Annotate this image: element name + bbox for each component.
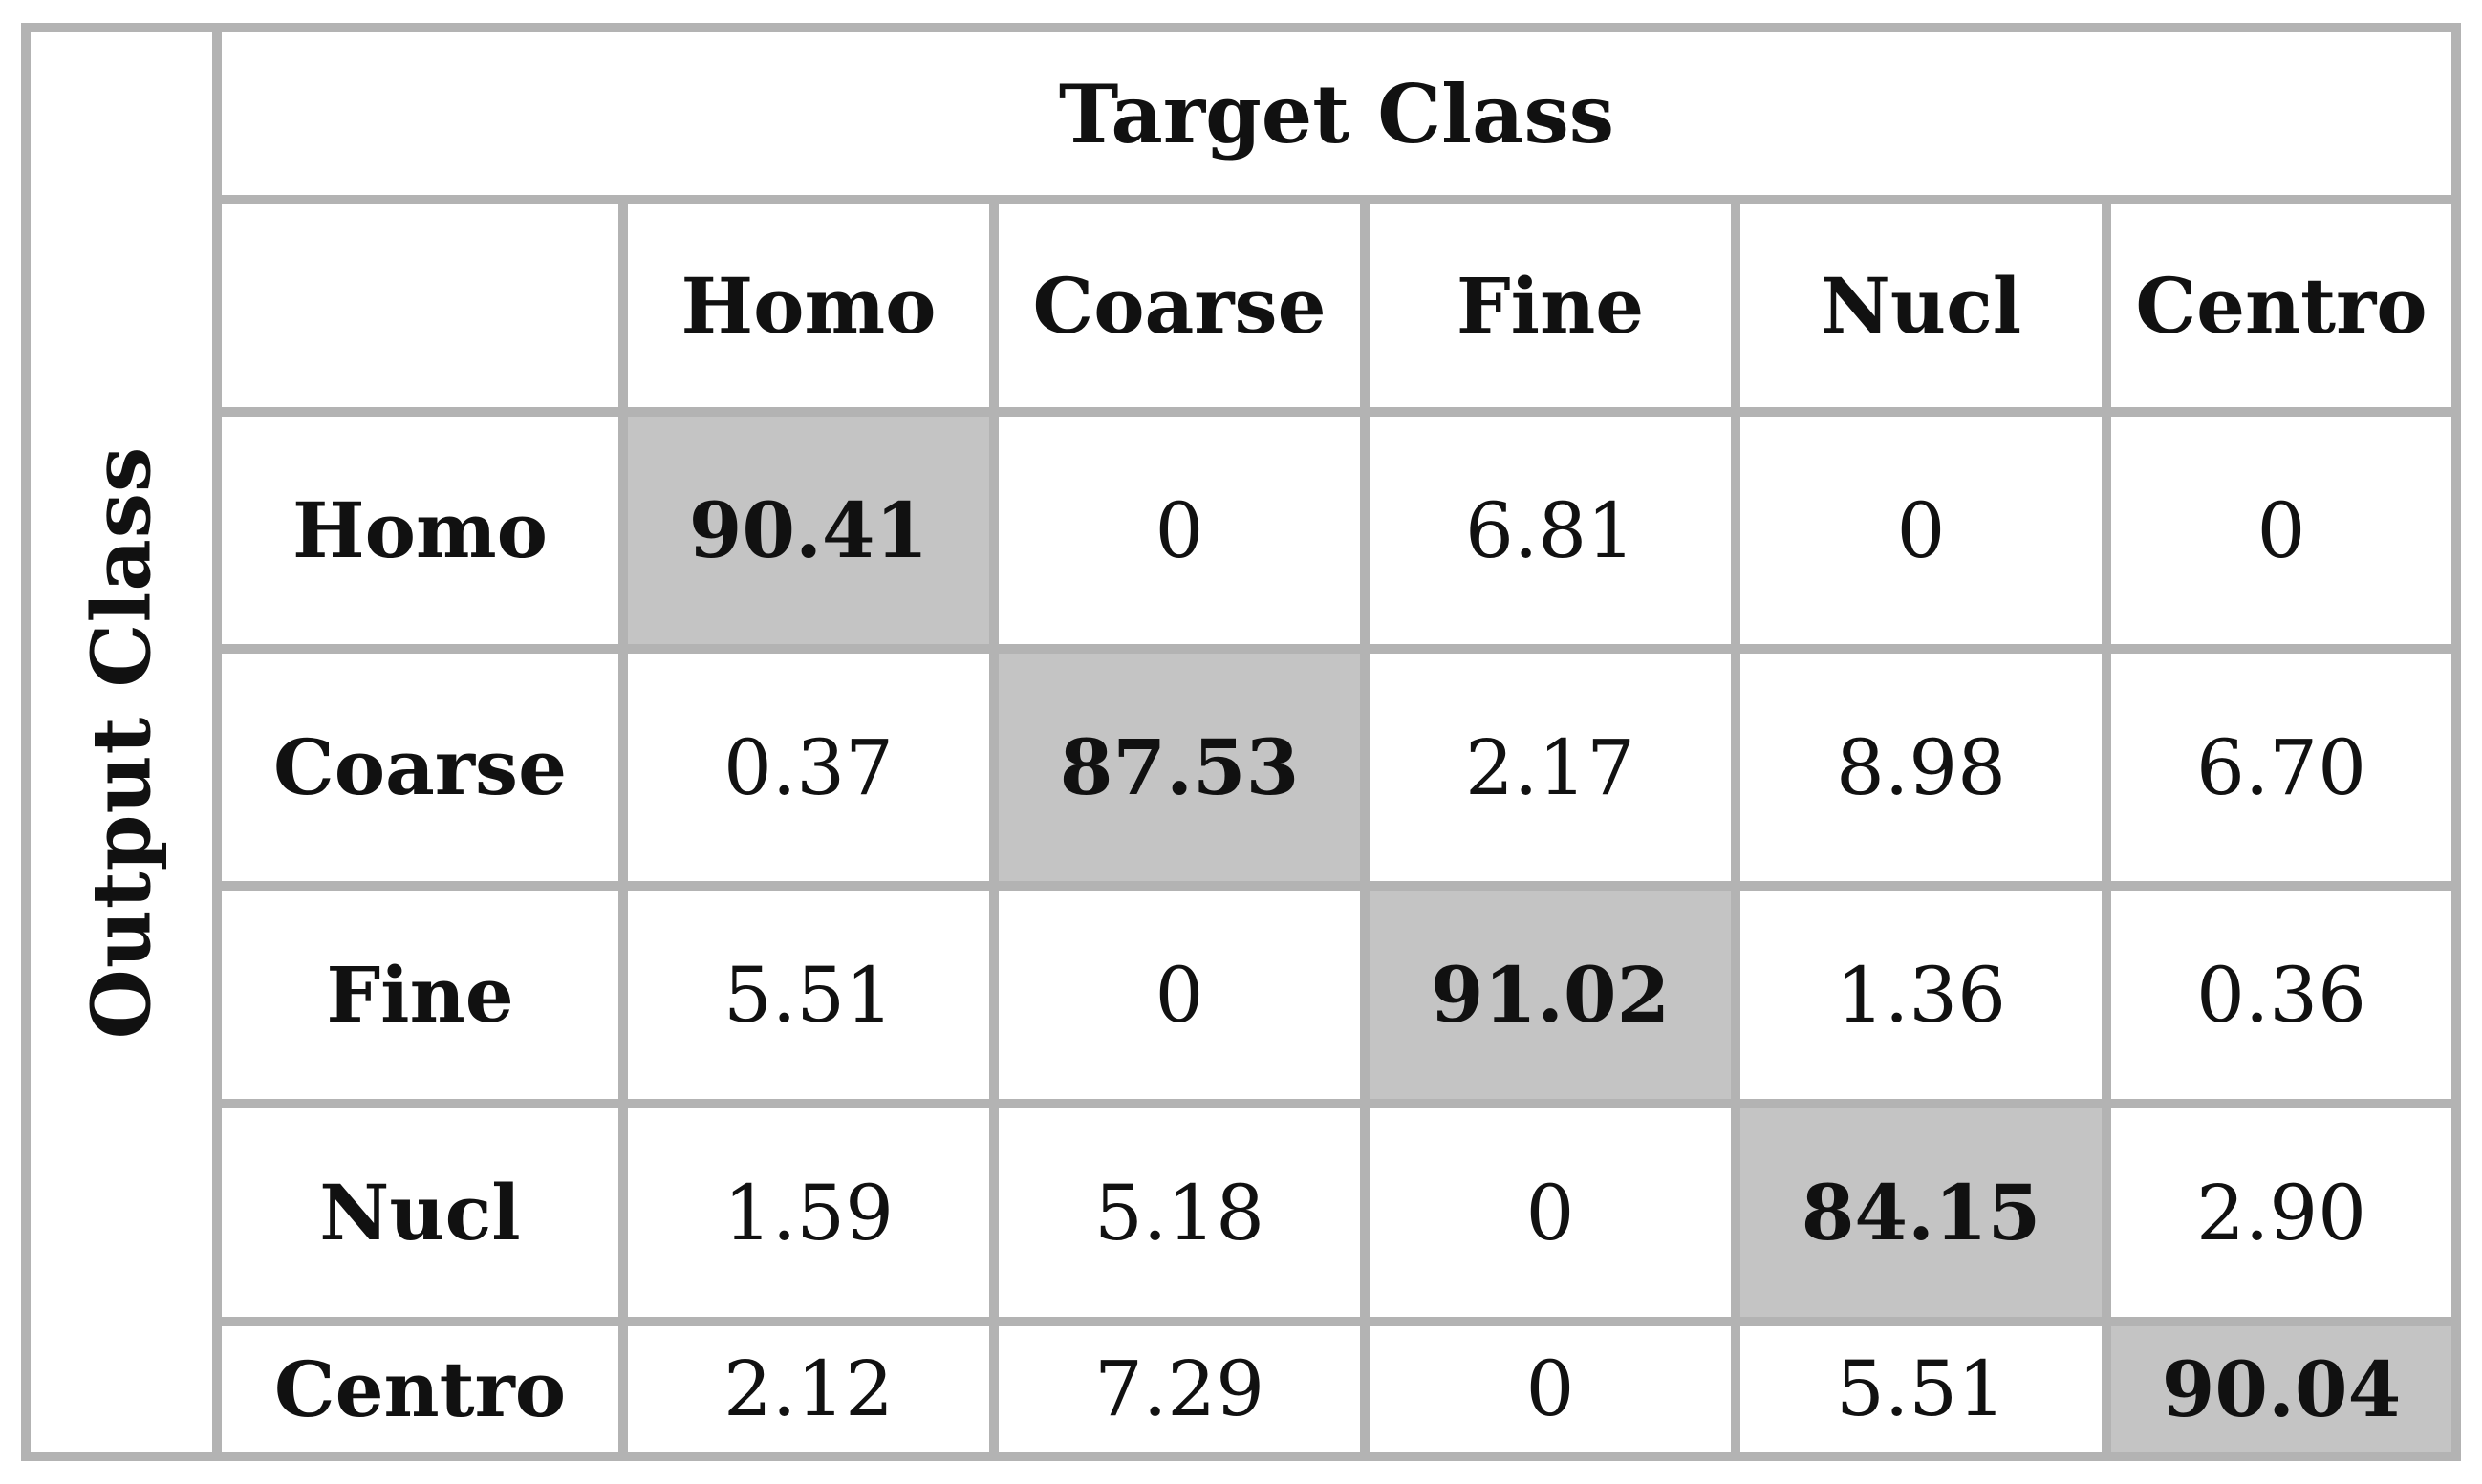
cell-coarse-homo: 0.37 [628,654,989,881]
cell-centro-nucl: 5.51 [1740,1326,2102,1452]
column-header-coarse: Coarse [999,204,1360,407]
matrix-grid: Target Class Homo Coarse Fine Nucl Centro Hom… [222,32,2451,1452]
cell-homo-homo: 90.41 [628,417,989,644]
cell-fine-fine: 91.02 [1370,891,1731,1099]
cell-centro-coarse: 7.29 [999,1326,1360,1452]
cell-coarse-centro: 6.70 [2111,654,2451,881]
column-header-fine: Fine [1370,204,1731,407]
target-class-label: Target Class [222,32,2451,195]
cell-fine-centro: 0.36 [2111,891,2451,1099]
cell-homo-centro: 0 [2111,417,2451,644]
cell-homo-fine: 6.81 [1370,417,1731,644]
column-header-nucl: Nucl [1740,204,2102,407]
output-class-label: Output Class [74,445,169,1039]
cell-centro-centro: 90.04 [2111,1326,2451,1452]
confusion-matrix: Output Class Target Class Homo Coarse Fine… [21,23,2461,1461]
column-header-homo: Homo [628,204,989,407]
cell-homo-nucl: 0 [1740,417,2102,644]
cell-fine-homo: 5.51 [628,891,989,1099]
cell-nucl-coarse: 5.18 [999,1108,1360,1317]
cell-homo-coarse: 0 [999,417,1360,644]
cell-fine-coarse: 0 [999,891,1360,1099]
column-header-centro: Centro [2111,204,2451,407]
cell-centro-fine: 0 [1370,1326,1731,1452]
row-header-nucl: Nucl [222,1108,618,1317]
cell-fine-nucl: 1.36 [1740,891,2102,1099]
cell-nucl-fine: 0 [1370,1108,1731,1317]
cell-coarse-fine: 2.17 [1370,654,1731,881]
corner-cell [222,204,618,407]
row-header-coarse: Coarse [222,654,618,881]
row-header-centro: Centro [222,1326,618,1452]
row-header-homo: Homo [222,417,618,644]
cell-coarse-nucl: 8.98 [1740,654,2102,881]
cell-nucl-centro: 2.90 [2111,1108,2451,1317]
row-header-fine: Fine [222,891,618,1099]
cell-coarse-coarse: 87.53 [999,654,1360,881]
cell-nucl-homo: 1.59 [628,1108,989,1317]
output-class-axis: Output Class [31,32,222,1452]
cell-centro-homo: 2.12 [628,1326,989,1452]
cell-nucl-nucl: 84.15 [1740,1108,2102,1317]
